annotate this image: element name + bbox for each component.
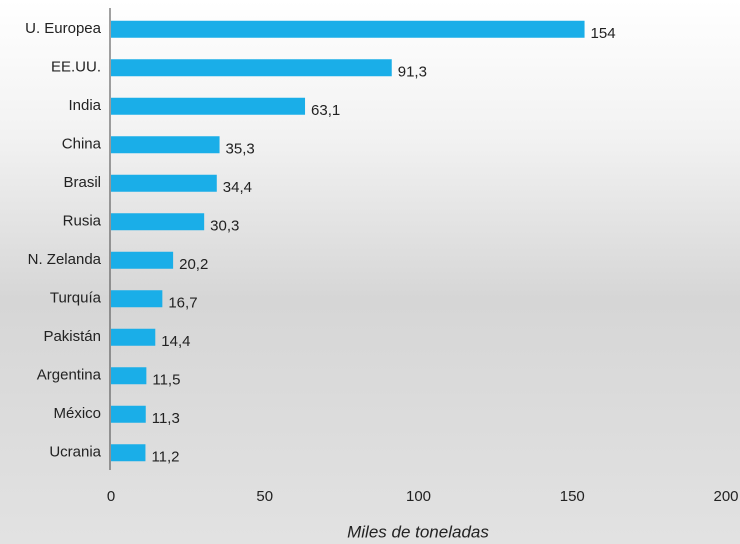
bar — [111, 59, 392, 77]
bar — [111, 328, 156, 346]
y-tick-label: Brasil — [63, 174, 101, 191]
bar — [111, 174, 217, 192]
data-label: 20,2 — [179, 256, 208, 273]
data-label: 11,2 — [151, 449, 179, 466]
data-label: 30,3 — [210, 218, 239, 235]
y-tick-label: EE.UU. — [51, 59, 101, 76]
bar — [111, 251, 174, 269]
data-label: 91,3 — [398, 64, 427, 81]
data-label: 14,4 — [161, 333, 190, 350]
data-label: 63,1 — [311, 102, 340, 119]
bar — [111, 444, 146, 462]
y-tick-label: Rusia — [63, 213, 102, 230]
bar — [111, 367, 147, 385]
y-tick-label: N. Zelanda — [28, 251, 102, 268]
y-tick-label: India — [68, 97, 101, 114]
data-label: 11,5 — [152, 372, 180, 389]
x-axis-label: Miles de toneladas — [347, 522, 489, 541]
bar — [111, 136, 220, 154]
data-label: 34,4 — [223, 179, 252, 196]
y-tick-label: China — [62, 136, 102, 153]
y-tick-label: Turquía — [50, 290, 102, 307]
y-tick-label: Argentina — [37, 367, 102, 384]
x-tick-label: 200 — [713, 488, 738, 505]
y-tick-label: U. Europea — [25, 20, 102, 37]
bar — [111, 290, 163, 308]
x-tick-label: 0 — [107, 488, 115, 505]
x-tick-label: 50 — [256, 488, 273, 505]
y-tick-label: Ucrania — [49, 444, 101, 461]
data-label: 154 — [591, 25, 616, 42]
data-label: 11,3 — [152, 410, 180, 427]
y-tick-label: Pakistán — [43, 328, 101, 345]
x-tick-label: 100 — [406, 488, 431, 505]
bar — [111, 405, 146, 423]
bar — [111, 20, 585, 38]
data-label: 16,7 — [168, 295, 197, 312]
data-label: 35,3 — [226, 141, 255, 158]
x-tick-label: 150 — [560, 488, 585, 505]
bar — [111, 97, 306, 115]
bar — [111, 213, 205, 231]
y-tick-label: México — [53, 405, 101, 422]
